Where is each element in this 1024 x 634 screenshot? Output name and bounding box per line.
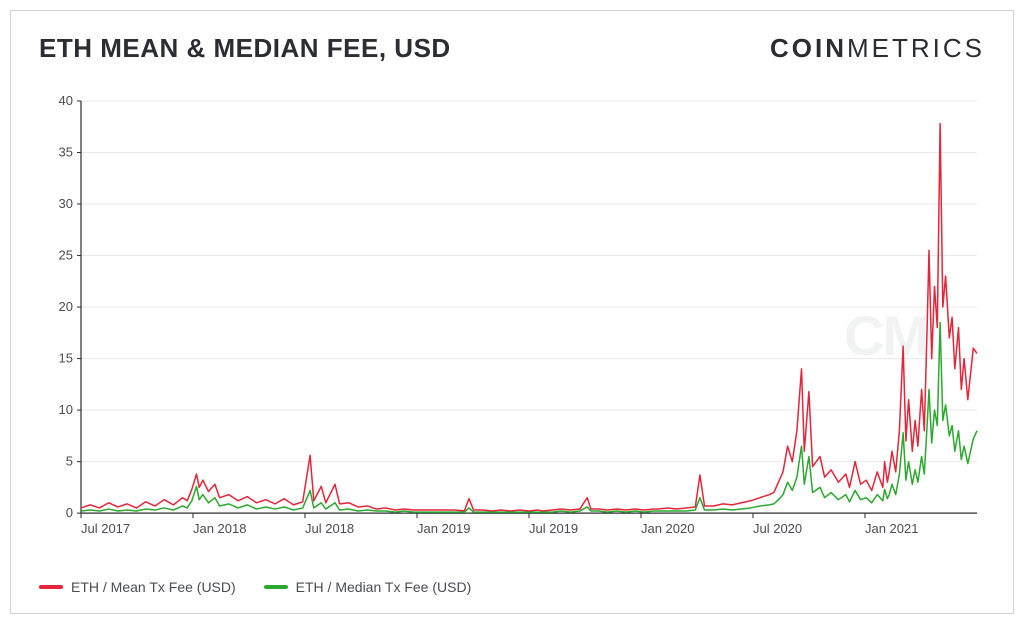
svg-text:Jan 2019: Jan 2019	[417, 521, 470, 536]
legend-swatch-mean	[39, 585, 63, 589]
brand-light: METRICS	[847, 33, 985, 63]
svg-text:Jul 2018: Jul 2018	[305, 521, 354, 536]
svg-text:25: 25	[59, 248, 73, 263]
svg-text:30: 30	[59, 196, 73, 211]
svg-text:Jul 2017: Jul 2017	[81, 521, 130, 536]
chart-area: 0 5 10 15 20 25 30 35 40 Jul 2017 Jan 2018 Jul 2018…	[37, 93, 987, 543]
svg-text:Jan 2021: Jan 2021	[865, 521, 918, 536]
svg-text:35: 35	[59, 144, 73, 159]
legend-label-median: ETH / Median Tx Fee (USD)	[296, 579, 472, 595]
svg-text:Jan 2020: Jan 2020	[641, 521, 694, 536]
chart-svg: 0 5 10 15 20 25 30 35 40 Jul 2017 Jan 2018 Jul 2018…	[37, 93, 987, 543]
svg-text:5: 5	[66, 454, 73, 469]
svg-text:Jul 2019: Jul 2019	[529, 521, 578, 536]
chart-title: ETH MEAN & MEDIAN FEE, USD	[39, 33, 451, 64]
legend-label-mean: ETH / Mean Tx Fee (USD)	[71, 579, 236, 595]
chart-frame: ETH MEAN & MEDIAN FEE, USD COINMETRICS 0…	[10, 10, 1014, 614]
svg-text:15: 15	[59, 351, 73, 366]
chart-header: ETH MEAN & MEDIAN FEE, USD COINMETRICS	[11, 11, 1013, 64]
legend-swatch-median	[264, 585, 288, 589]
svg-text:20: 20	[59, 299, 73, 314]
svg-text:Jul 2020: Jul 2020	[753, 521, 802, 536]
brand-logo: COINMETRICS	[770, 33, 985, 64]
svg-text:10: 10	[59, 402, 73, 417]
brand-bold: COIN	[770, 33, 847, 63]
legend-item-median: ETH / Median Tx Fee (USD)	[264, 579, 472, 595]
svg-text:0: 0	[66, 505, 73, 520]
svg-text:40: 40	[59, 93, 73, 108]
legend: ETH / Mean Tx Fee (USD) ETH / Median Tx …	[39, 579, 471, 595]
legend-item-mean: ETH / Mean Tx Fee (USD)	[39, 579, 236, 595]
svg-text:Jan 2018: Jan 2018	[193, 521, 246, 536]
